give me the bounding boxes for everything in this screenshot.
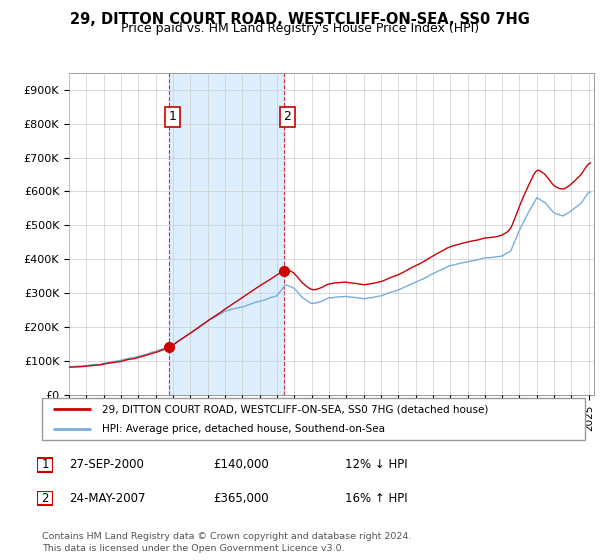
Text: £140,000: £140,000	[213, 458, 269, 472]
Text: 1: 1	[41, 458, 49, 472]
Text: 2: 2	[284, 110, 292, 123]
FancyBboxPatch shape	[37, 491, 53, 506]
Text: HPI: Average price, detached house, Southend-on-Sea: HPI: Average price, detached house, Sout…	[102, 424, 385, 434]
Text: Contains HM Land Registry data © Crown copyright and database right 2024.
This d: Contains HM Land Registry data © Crown c…	[42, 533, 412, 553]
Bar	[169, 73, 284, 395]
Text: Price paid vs. HM Land Registry's House Price Index (HPI): Price paid vs. HM Land Registry's House …	[121, 22, 479, 35]
FancyBboxPatch shape	[42, 398, 585, 440]
FancyBboxPatch shape	[37, 458, 53, 472]
Text: 12% ↓ HPI: 12% ↓ HPI	[345, 458, 407, 472]
Text: 29, DITTON COURT ROAD, WESTCLIFF-ON-SEA, SS0 7HG: 29, DITTON COURT ROAD, WESTCLIFF-ON-SEA,…	[70, 12, 530, 27]
Text: 27-SEP-2000: 27-SEP-2000	[69, 458, 144, 472]
Text: 1: 1	[169, 110, 176, 123]
Text: £365,000: £365,000	[213, 492, 269, 505]
Text: 16% ↑ HPI: 16% ↑ HPI	[345, 492, 407, 505]
Text: 24-MAY-2007: 24-MAY-2007	[69, 492, 146, 505]
Text: 2: 2	[41, 492, 49, 505]
Text: 29, DITTON COURT ROAD, WESTCLIFF-ON-SEA, SS0 7HG (detached house): 29, DITTON COURT ROAD, WESTCLIFF-ON-SEA,…	[102, 404, 488, 414]
